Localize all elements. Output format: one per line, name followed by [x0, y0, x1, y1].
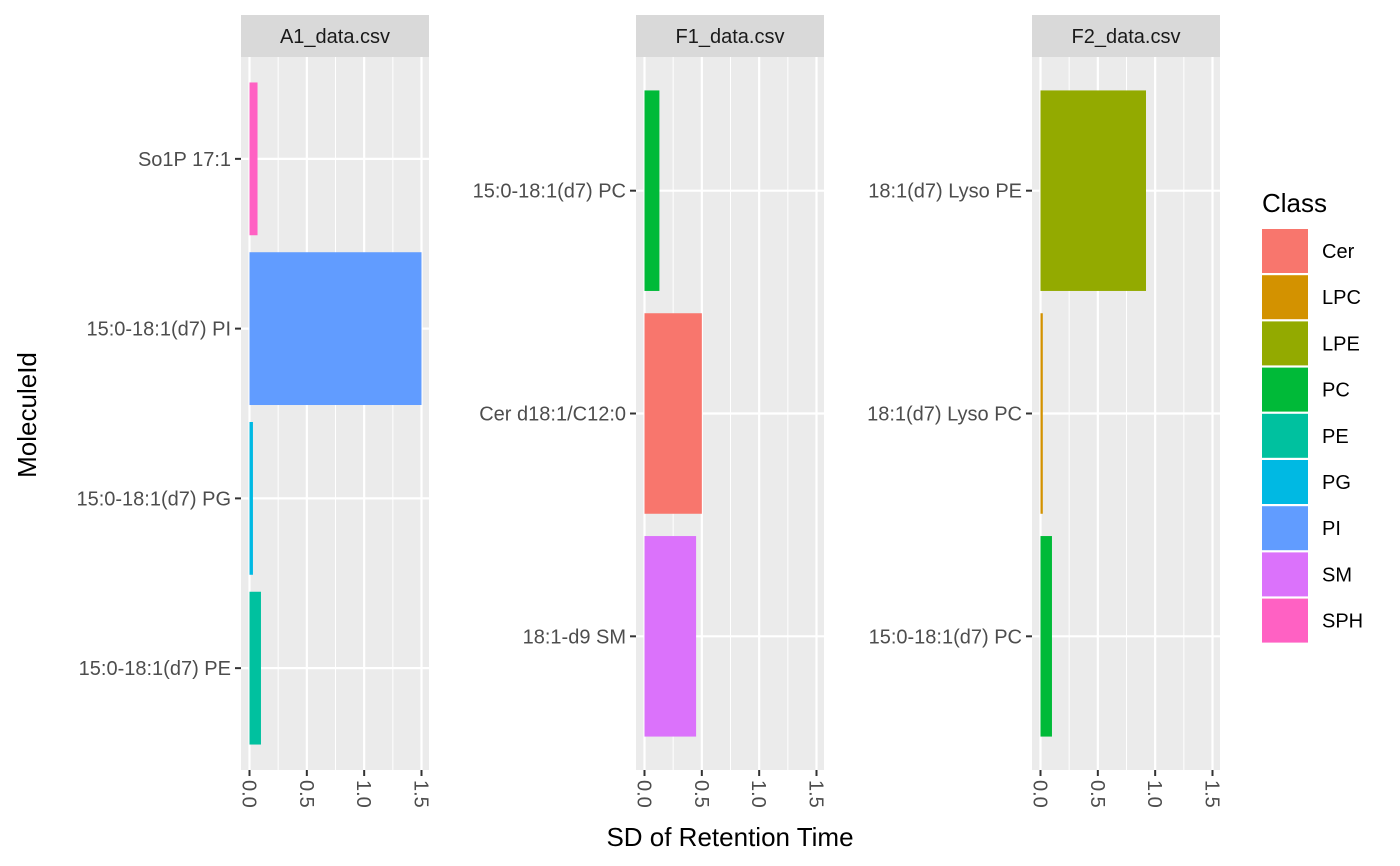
facet-title: F2_data.csv	[1072, 26, 1181, 48]
bar	[644, 90, 660, 291]
legend-label: LPC	[1322, 287, 1361, 309]
x-tick-label: 0.5	[690, 780, 712, 808]
y-tick-label: 15:0-18:1(d7) PI	[86, 319, 231, 341]
legend-key	[1262, 506, 1308, 551]
x-tick-label: 1.0	[1143, 780, 1165, 808]
x-tick-label: 1.5	[410, 780, 432, 808]
legend-label: PC	[1322, 380, 1350, 402]
facet-title: A1_data.csv	[280, 26, 390, 48]
legend-key	[1262, 460, 1308, 504]
panels: A1_data.csv So1P 17:1 15:0-18:1(d7) PI 15:0…	[76, 15, 1223, 808]
y-tick-label: 18:1(d7) Lyso PE	[868, 181, 1022, 203]
facet-title: F1_data.csv	[676, 26, 785, 48]
x-tick-label: 0.5	[295, 780, 317, 808]
y-tick-label: 15:0-18:1(d7) PC	[473, 181, 626, 203]
facet-strip	[636, 15, 824, 57]
panel: F1_data.csv 15:0-18:1(d7) PC Cer d18:1/C12…	[473, 15, 827, 808]
y-tick-label: 15:0-18:1(d7) PE	[79, 658, 231, 680]
legend-label: PG	[1322, 472, 1351, 494]
legend: Class Cer LPC LPE PC PE PG PI SM SPH	[1262, 188, 1363, 643]
bar	[1040, 536, 1052, 737]
x-tick-label: 0.5	[1086, 780, 1108, 808]
x-tick-label: 1.5	[1201, 780, 1223, 808]
legend-key	[1262, 598, 1308, 643]
y-tick-label: 15:0-18:1(d7) PG	[76, 488, 231, 510]
x-tick-label: 1.5	[805, 780, 827, 808]
legend-label: SM	[1322, 564, 1352, 586]
facet-strip	[1032, 15, 1220, 57]
legend-key	[1262, 413, 1308, 458]
x-tick-label: 1.0	[747, 780, 769, 808]
bar	[249, 252, 422, 406]
x-tick-label: 0.0	[238, 780, 260, 808]
x-tick-label: 0.0	[1029, 780, 1051, 808]
y-axis-title: MoleculeId	[12, 352, 42, 478]
legend-label: PE	[1322, 426, 1349, 448]
legend-label: SPH	[1322, 611, 1363, 633]
y-tick-label: So1P 17:1	[138, 149, 231, 171]
facet-strip	[241, 15, 429, 57]
bar	[249, 82, 258, 236]
bar	[644, 313, 702, 514]
legend-key	[1262, 321, 1308, 366]
x-tick-label: 1.0	[352, 780, 374, 808]
y-tick-label: 15:0-18:1(d7) PC	[869, 626, 1022, 648]
bar	[249, 421, 253, 575]
legend-label: LPE	[1322, 333, 1360, 355]
y-tick-label: 18:1-d9 SM	[523, 626, 626, 648]
legend-label: Cer	[1322, 241, 1355, 263]
panel: F2_data.csv 18:1(d7) Lyso PE 18:1(d7) Lyso…	[867, 15, 1223, 808]
legend-label: PI	[1322, 518, 1341, 540]
y-tick-label: Cer d18:1/C12:0	[479, 404, 626, 426]
x-axis-title: SD of Retention Time	[606, 822, 853, 852]
bar	[644, 536, 697, 737]
y-tick-label: 18:1(d7) Lyso PC	[867, 404, 1022, 426]
x-tick-label: 0.0	[633, 780, 655, 808]
bar	[1040, 90, 1146, 291]
legend-key	[1262, 275, 1308, 320]
legend-key	[1262, 229, 1308, 273]
legend-title: Class	[1262, 188, 1327, 218]
legend-key	[1262, 552, 1308, 597]
panel: A1_data.csv So1P 17:1 15:0-18:1(d7) PI 15:0…	[76, 15, 432, 808]
bar	[249, 591, 261, 745]
bar	[1040, 313, 1043, 514]
legend-key	[1262, 367, 1308, 412]
